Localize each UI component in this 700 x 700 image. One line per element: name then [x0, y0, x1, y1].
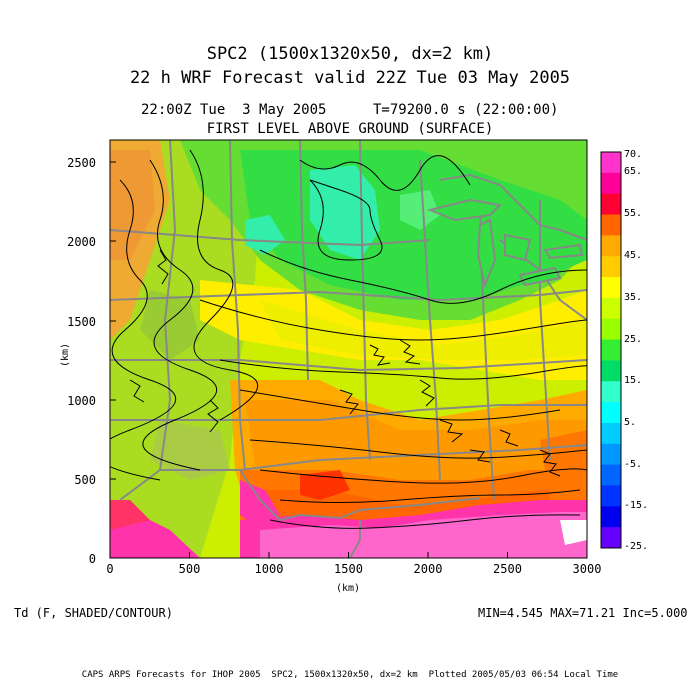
y-tick-label: 500 [74, 473, 96, 487]
colorbar-swatch [601, 214, 621, 236]
colorbar-swatch [601, 193, 621, 216]
y-tick-label: 0 [88, 552, 96, 566]
y-tick-label: 1000 [67, 394, 96, 408]
colorbar-swatch [601, 360, 621, 382]
colorbar-swatch [601, 485, 621, 507]
colorbar-label: -5. [624, 459, 643, 470]
title-line-1: SPC2 (1500x1320x50, dx=2 km) [206, 44, 494, 64]
colorbar-swatch [601, 443, 621, 466]
colorbar-swatch [601, 256, 621, 278]
valid-time-label: 22:00Z Tue 3 May 2005 [141, 102, 327, 118]
x-tick-label: 2000 [413, 562, 443, 576]
x-axis-label: (km) [335, 583, 361, 594]
colorbar-label: 15. [624, 375, 643, 386]
colorbar-label: -15. [624, 500, 649, 511]
colorbar-swatch [601, 277, 621, 299]
colorbar-label: 35. [624, 292, 643, 303]
dewpoint-shaded-field [110, 140, 587, 558]
axis-ticks [109, 161, 588, 559]
colorbar-swatch [601, 172, 621, 195]
field-label: Td (F, SHADED/CONTOUR) [14, 606, 173, 620]
colorbar-swatch [601, 297, 621, 320]
level-label: FIRST LEVEL ABOVE GROUND (SURFACE) [206, 121, 494, 137]
colorbar-swatch [601, 422, 621, 445]
colorbar-label: 5. [624, 417, 637, 428]
colorbar-swatch [601, 402, 621, 424]
dewpoint-contours [110, 149, 587, 529]
stats-label: MIN=4.545 MAX=71.21 Inc=5.000 [478, 606, 688, 620]
model-time-label: T=79200.0 s (22:00:00) [373, 102, 559, 118]
colorbar [601, 152, 621, 549]
colorbar-label: 25. [624, 334, 643, 345]
y-axis-label: (km) [60, 342, 72, 368]
great-lakes [426, 198, 584, 289]
x-tick-label: 500 [178, 562, 201, 576]
colorbar-swatch [601, 506, 621, 528]
credit-line: CAPS ARPS Forecasts for IHOP 2005 SPC2, … [81, 670, 619, 680]
colorbar-swatch [601, 318, 621, 341]
colorbar-label: 70. [624, 149, 643, 160]
colorbar-swatch [601, 381, 621, 403]
colorbar-frame [600, 151, 622, 549]
colorbar-swatch [601, 527, 621, 549]
colorbar-label: 65. [624, 166, 643, 177]
y-tick-label: 1500 [67, 315, 96, 329]
x-tick-label: 3000 [572, 562, 602, 576]
colorbar-swatch [601, 235, 621, 257]
title-line-2: 22 h WRF Forecast valid 22Z Tue 03 May 2… [129, 68, 571, 88]
colorbar-label: 55. [624, 208, 643, 219]
colorbar-label: 45. [624, 250, 643, 261]
colorbar-swatch [601, 339, 621, 361]
x-tick-label: 1500 [334, 562, 363, 576]
x-tick-label: 2500 [493, 562, 522, 576]
colorbar-swatch [601, 464, 621, 486]
y-tick-label: 2000 [67, 235, 96, 249]
y-tick-label: 2500 [67, 156, 96, 170]
x-tick-label: 0 [106, 562, 114, 576]
x-tick-label: 1000 [254, 562, 284, 576]
colorbar-label: -25. [624, 541, 649, 552]
colorbar-swatch [601, 152, 621, 174]
